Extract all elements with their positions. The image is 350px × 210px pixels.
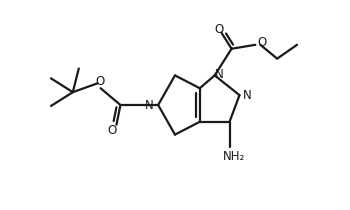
- Text: N: N: [215, 68, 224, 81]
- Text: NH₂: NH₂: [222, 150, 245, 163]
- Text: O: O: [214, 22, 223, 35]
- Text: O: O: [107, 124, 116, 137]
- Text: N: N: [243, 89, 252, 102]
- Text: N: N: [145, 98, 154, 112]
- Text: O: O: [95, 75, 104, 88]
- Text: O: O: [258, 36, 267, 49]
